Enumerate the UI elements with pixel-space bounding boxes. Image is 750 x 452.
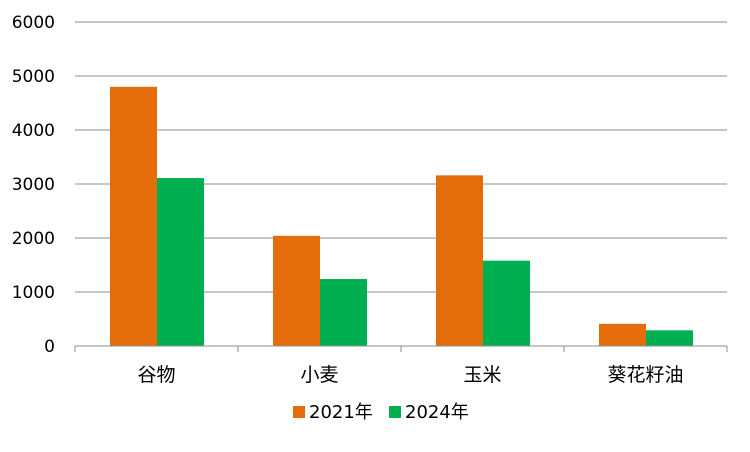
y-tick-label: 1000 [12,283,55,303]
bar [436,175,483,346]
legend-label: 2021年 [309,402,373,423]
y-tick-label: 4000 [12,121,55,141]
category-label: 玉米 [463,364,501,386]
legend-swatch [389,406,401,418]
bar [110,86,157,347]
bars [110,86,693,347]
bar [483,260,530,346]
y-tick-label: 6000 [12,13,55,33]
legend-swatch [293,406,305,418]
bar [646,330,693,346]
category-label: 葵花籽油 [607,364,683,386]
y-tick-label: 5000 [12,67,55,87]
legend-label: 2024年 [405,402,469,423]
bar [273,235,320,346]
y-tick-label: 2000 [12,229,55,249]
category-labels: 谷物 小麦 玉米 葵花籽油 [137,364,683,386]
legend: 2021年 2024年 [293,402,469,423]
category-label: 谷物 [137,364,175,386]
bar [157,178,204,346]
y-axis-ticks: 0 1000 2000 3000 4000 5000 6000 [12,13,55,357]
y-tick-label: 0 [44,337,55,357]
bar [320,279,367,346]
y-tick-label: 3000 [12,175,55,195]
category-label: 小麦 [300,364,338,386]
bar [599,323,646,346]
x-axis [74,345,728,352]
